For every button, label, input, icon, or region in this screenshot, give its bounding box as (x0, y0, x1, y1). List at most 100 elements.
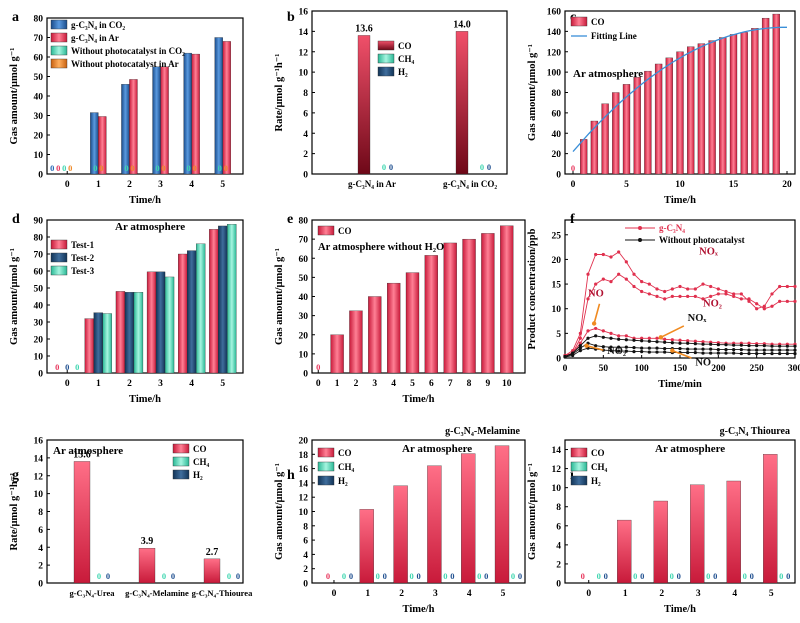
series-point (716, 287, 720, 291)
x-tick-label: 300 (788, 364, 800, 374)
legend-f-0-marker (638, 226, 642, 230)
annotation-arrow (593, 303, 601, 324)
series-point (701, 297, 705, 301)
legend-h-2-label: H₂ (338, 476, 348, 486)
series-point (785, 344, 789, 348)
series-point (693, 294, 697, 298)
y-axis-label: Gas amount/μmol g⁻¹ (527, 44, 538, 141)
fitting-line (572, 26, 787, 153)
zero-label: 0 (484, 571, 488, 581)
bar-Test-3 (133, 292, 144, 374)
series-point (594, 334, 598, 338)
annotation: Ar atmosphere (402, 443, 472, 455)
legend-c-1-label: Fitting Line (591, 31, 637, 41)
legend-a-3-swatch (50, 58, 68, 69)
series-point (686, 341, 690, 345)
y-axis-label: Gas amount/μmol g⁻¹ (274, 463, 285, 560)
legend-h-2-swatch (317, 475, 335, 486)
bar-g-C₃N₄ in Ar (222, 41, 231, 175)
series-point (640, 289, 644, 294)
series-point (747, 297, 751, 301)
annotation-arrow-head (658, 335, 664, 340)
series-point (640, 346, 644, 350)
bar-CO (138, 547, 156, 584)
series-point (617, 337, 621, 341)
y-tick-label: 0 (556, 171, 561, 181)
panel-label-d: d (12, 212, 20, 227)
series-point (716, 348, 720, 352)
x-tick-label: 7 (448, 379, 453, 389)
bar-CO (719, 37, 727, 175)
bar-CO (359, 509, 374, 584)
annotation: NO (695, 357, 711, 368)
series-point (617, 334, 621, 338)
legend-a-2-label: Without photocatalyst in CO₂ (71, 46, 185, 56)
legend-d-0-label: Test-1 (71, 240, 95, 250)
series-point (693, 339, 697, 343)
series-point (624, 277, 628, 281)
series-point (663, 337, 667, 341)
zero-label: 0 (677, 571, 681, 581)
legend-a-2-swatch (50, 45, 68, 56)
y-tick-label: 100 (547, 69, 562, 79)
bar-CO (349, 310, 363, 374)
bar-CO (387, 282, 401, 374)
series-point (647, 346, 651, 350)
bar-g-C₃N₄ in Ar (98, 116, 107, 175)
zero-label: 0 (218, 163, 222, 173)
bar-CO (654, 63, 663, 175)
series-point (578, 349, 582, 353)
series-point (624, 334, 628, 338)
y-tick-label: 12 (299, 48, 309, 58)
bar-Test-1 (115, 291, 126, 374)
panel-label-e: e (287, 212, 293, 227)
y-tick-label: 80 (34, 234, 44, 244)
series-point (640, 349, 644, 354)
series-point (594, 326, 598, 331)
bar-CO (772, 13, 780, 175)
series-point (647, 292, 651, 296)
x-tick-label: g-C₃N₄ in CO₂ (443, 179, 497, 189)
x-tick-label: 4 (467, 589, 472, 599)
legend-i-0-swatch (570, 447, 588, 458)
series-point (709, 294, 713, 298)
x-tick-label: 20 (782, 180, 792, 190)
x-tick-label: 3 (158, 180, 163, 190)
y-tick-label: 20 (34, 336, 44, 346)
series-point (571, 353, 575, 358)
y-tick-label: 6 (38, 526, 43, 536)
bar-Test-2 (187, 250, 197, 374)
bar-CO (763, 454, 778, 584)
y-tick-label: 20 (34, 132, 44, 142)
y-tick-label: 60 (552, 109, 562, 119)
legend-h-1-label: CH₄ (338, 462, 355, 472)
x-tick-label: 9 (486, 379, 491, 389)
legend-g-2-label: H₂ (193, 470, 203, 480)
zero-label: 0 (389, 162, 393, 172)
zero-label: 0 (162, 571, 166, 581)
y-tick-label: 40 (299, 293, 309, 303)
zero-label: 0 (187, 163, 191, 173)
y-tick-label: 10 (299, 508, 309, 518)
y-tick-label: 20 (299, 437, 309, 447)
x-tick-label: 2 (127, 379, 132, 389)
series-point (724, 289, 728, 294)
y-tick-label: 8 (303, 89, 308, 99)
legend-f-0-label: g-C₃N₄ (659, 223, 685, 233)
legend-a-3-label: Without photocatalyst in Ar (71, 59, 179, 69)
zero-label: 0 (342, 571, 346, 581)
series-point (770, 348, 774, 352)
series-point (755, 302, 759, 306)
y-tick-label: 14 (299, 28, 309, 38)
x-tick-label: 4 (189, 379, 194, 389)
series-point (747, 348, 751, 352)
annotation: NOₓ (688, 313, 708, 324)
series-point (640, 280, 644, 284)
series-point (686, 339, 690, 343)
zero-label: 0 (487, 162, 491, 172)
series-point (739, 351, 743, 356)
series-point (747, 344, 751, 348)
bar-CO (697, 43, 706, 175)
zero-label: 0 (62, 163, 66, 173)
zero-label: 0 (316, 362, 320, 372)
